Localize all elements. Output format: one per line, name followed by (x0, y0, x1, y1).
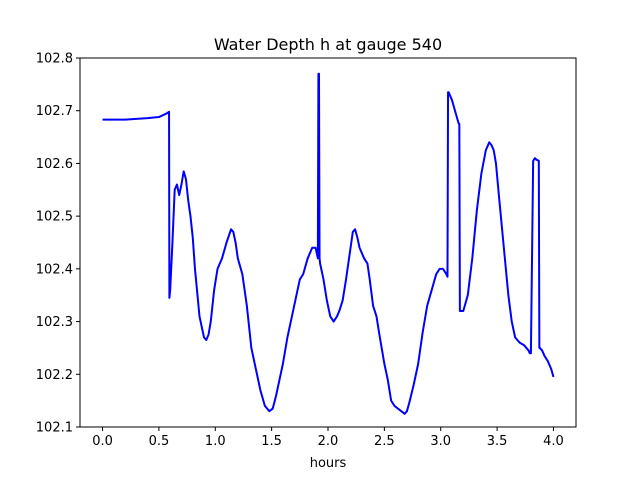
x-tick-label: 0.5 (149, 434, 170, 449)
x-tick-label: 1.0 (205, 434, 226, 449)
x-axis: 0.0 0.5 1.0 1.5 2.0 2.5 3.0 3.5 4.0 (92, 427, 564, 449)
series-line (102, 72, 555, 415)
y-axis: 102.1 102.2 102.3 102.4 102.5 102.6 102.7 102.8 (36, 52, 80, 436)
x-tick-label: 0.0 (92, 434, 113, 449)
y-tick-label: 102.1 (36, 421, 73, 436)
y-tick-label: 102.3 (36, 315, 73, 330)
chart-title: Water Depth h at gauge 540 (214, 35, 442, 54)
x-tick-label: 2.5 (374, 434, 395, 449)
x-tick-label: 4.0 (543, 434, 564, 449)
y-tick-label: 102.6 (36, 157, 73, 172)
y-tick-label: 102.5 (36, 210, 73, 225)
y-tick-label: 102.7 (36, 104, 73, 119)
x-axis-label: hours (310, 456, 347, 471)
x-tick-label: 2.0 (318, 434, 339, 449)
y-tick-label: 102.2 (36, 368, 73, 383)
x-tick-label: 3.5 (487, 434, 508, 449)
x-tick-label: 1.5 (261, 434, 282, 449)
x-tick-label: 3.0 (430, 434, 451, 449)
y-tick-label: 102.4 (36, 262, 73, 277)
y-tick-label: 102.8 (36, 52, 73, 67)
